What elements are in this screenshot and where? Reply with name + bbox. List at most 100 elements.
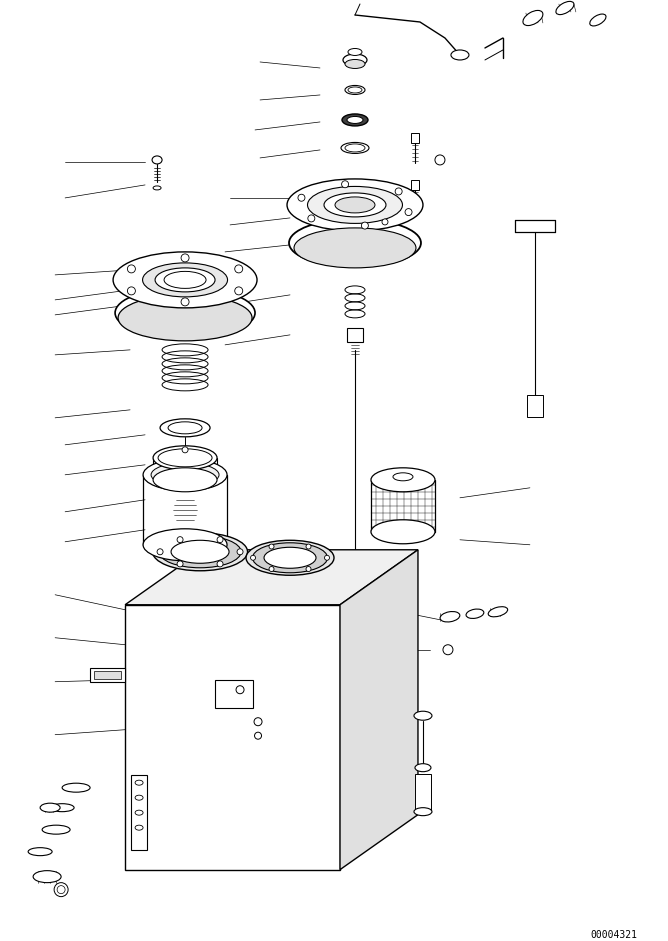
Circle shape	[269, 566, 274, 571]
Ellipse shape	[115, 287, 255, 339]
Ellipse shape	[371, 519, 435, 544]
Circle shape	[234, 265, 242, 273]
Ellipse shape	[264, 548, 316, 568]
Ellipse shape	[152, 533, 248, 571]
Ellipse shape	[347, 117, 363, 123]
Ellipse shape	[523, 10, 543, 25]
Circle shape	[254, 718, 262, 726]
Ellipse shape	[171, 540, 229, 564]
Ellipse shape	[153, 468, 217, 492]
Ellipse shape	[50, 804, 74, 812]
Circle shape	[306, 544, 311, 549]
Ellipse shape	[155, 268, 215, 292]
Ellipse shape	[307, 186, 403, 223]
Ellipse shape	[168, 422, 202, 434]
Ellipse shape	[415, 764, 431, 772]
Ellipse shape	[294, 228, 416, 268]
Circle shape	[217, 536, 223, 543]
Circle shape	[250, 555, 256, 560]
Ellipse shape	[135, 825, 143, 830]
Text: 00004321: 00004321	[590, 930, 637, 940]
Circle shape	[236, 686, 244, 694]
Circle shape	[234, 287, 242, 295]
Circle shape	[361, 222, 368, 229]
Ellipse shape	[342, 114, 368, 126]
Ellipse shape	[345, 86, 365, 94]
Bar	[90, 668, 125, 681]
Ellipse shape	[152, 156, 162, 164]
Ellipse shape	[118, 295, 252, 341]
Ellipse shape	[143, 529, 227, 561]
Ellipse shape	[135, 810, 143, 815]
Ellipse shape	[113, 252, 257, 308]
Circle shape	[306, 566, 311, 571]
Circle shape	[128, 265, 136, 273]
Ellipse shape	[142, 263, 228, 296]
Circle shape	[395, 188, 402, 195]
Ellipse shape	[590, 14, 606, 26]
Circle shape	[325, 555, 329, 560]
Circle shape	[177, 561, 183, 566]
Ellipse shape	[143, 459, 227, 491]
Circle shape	[177, 536, 183, 543]
Bar	[415, 774, 431, 812]
Ellipse shape	[153, 186, 161, 190]
Circle shape	[341, 181, 349, 188]
Bar	[527, 395, 543, 417]
Circle shape	[217, 561, 223, 566]
Polygon shape	[125, 550, 418, 605]
Circle shape	[128, 287, 136, 295]
Ellipse shape	[289, 219, 421, 267]
Bar	[131, 774, 147, 850]
Ellipse shape	[135, 780, 143, 785]
Circle shape	[181, 298, 189, 306]
Circle shape	[57, 885, 65, 894]
Ellipse shape	[345, 59, 365, 69]
Ellipse shape	[158, 449, 212, 467]
Circle shape	[157, 549, 163, 555]
Circle shape	[435, 155, 445, 165]
Ellipse shape	[160, 419, 210, 437]
Circle shape	[308, 215, 315, 222]
Ellipse shape	[40, 804, 60, 812]
Circle shape	[54, 883, 68, 897]
Ellipse shape	[348, 49, 362, 56]
Ellipse shape	[345, 144, 365, 152]
Ellipse shape	[42, 825, 70, 834]
Bar	[347, 327, 363, 342]
Ellipse shape	[440, 612, 460, 622]
Ellipse shape	[393, 472, 413, 481]
Ellipse shape	[341, 142, 369, 153]
Ellipse shape	[62, 783, 90, 792]
Circle shape	[269, 544, 274, 549]
Ellipse shape	[466, 609, 484, 618]
Ellipse shape	[151, 463, 219, 486]
Circle shape	[382, 219, 388, 225]
Bar	[215, 679, 253, 708]
Ellipse shape	[371, 468, 435, 492]
Bar	[94, 671, 121, 678]
Ellipse shape	[324, 193, 386, 217]
Ellipse shape	[414, 711, 432, 720]
Bar	[411, 133, 419, 143]
Ellipse shape	[28, 848, 52, 855]
Ellipse shape	[451, 50, 469, 60]
Ellipse shape	[343, 54, 367, 66]
Circle shape	[405, 209, 412, 215]
Polygon shape	[340, 550, 418, 869]
Ellipse shape	[335, 197, 375, 213]
Ellipse shape	[556, 1, 574, 15]
Circle shape	[237, 549, 243, 555]
Ellipse shape	[246, 540, 334, 575]
Bar	[411, 180, 419, 190]
Ellipse shape	[33, 870, 61, 883]
Ellipse shape	[414, 807, 432, 816]
Ellipse shape	[287, 179, 423, 231]
Ellipse shape	[488, 607, 508, 616]
Circle shape	[298, 194, 305, 201]
Circle shape	[443, 645, 453, 655]
Circle shape	[255, 732, 262, 740]
Circle shape	[181, 254, 189, 262]
Ellipse shape	[159, 535, 241, 567]
Ellipse shape	[253, 543, 327, 573]
